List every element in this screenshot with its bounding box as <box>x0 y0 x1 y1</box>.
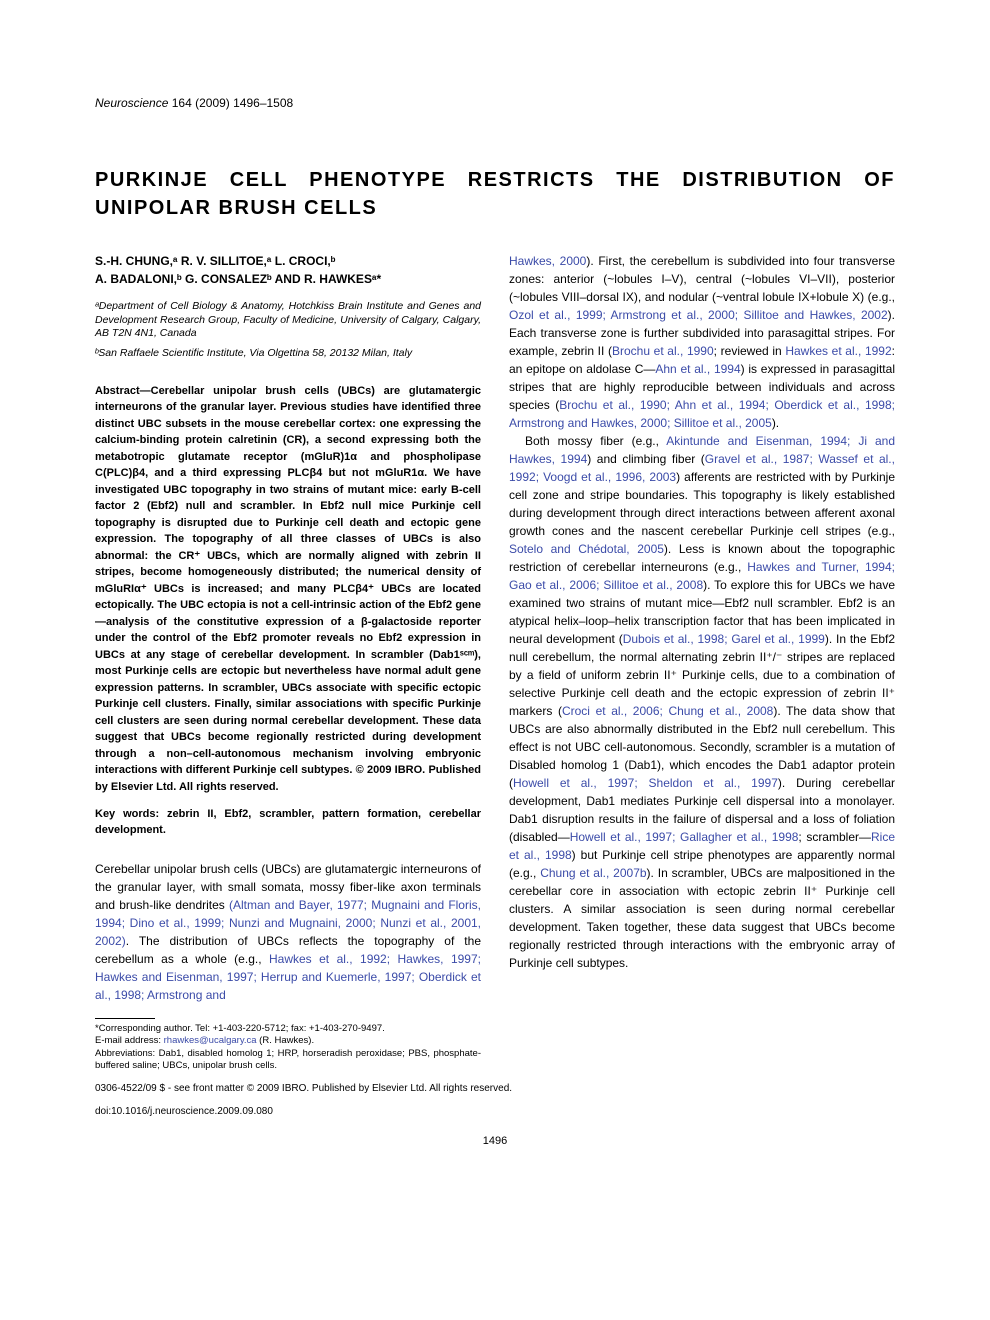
col2-paragraph-2: Both mossy fiber (e.g., Akintunde and Ei… <box>509 432 895 972</box>
abstract: Abstract—Cerebellar unipolar brush cells… <box>95 383 481 796</box>
journal-name: Neuroscience <box>95 96 168 110</box>
doi: doi:10.1016/j.neuroscience.2009.09.080 <box>95 1105 895 1118</box>
keywords: Key words: zebrin II, Ebf2, scrambler, p… <box>95 807 481 838</box>
ref-link[interactable]: Howell et al., 1997; Gallagher et al., 1… <box>570 830 799 844</box>
page-number: 1496 <box>95 1134 895 1149</box>
ref-link[interactable]: Brochu et al., 1990; Ahn et al., 1994; O… <box>509 398 895 430</box>
ref-link[interactable]: Sotelo and Chédotal, 2005 <box>509 542 664 556</box>
email-link[interactable]: rhawkes@ucalgary.ca <box>164 1035 257 1046</box>
col2-text: ). In scrambler, UBCs are malpositioned … <box>509 866 895 970</box>
authors-line-2: A. BADALONI,ᵇ G. CONSALEZᵇ AND R. HAWKES… <box>95 270 481 288</box>
footnote-email-line: E-mail address: rhawkes@ucalgary.ca (R. … <box>95 1035 481 1047</box>
ref-link[interactable]: Hawkes et al., 1992 <box>785 344 891 358</box>
ref-link[interactable]: Chung et al., 2007b <box>540 866 646 880</box>
ref-link[interactable]: Croci et al., 2006; Chung et al., 2008 <box>562 704 773 718</box>
copyright: 0306-4522/09 $ - see front matter © 2009… <box>95 1082 895 1095</box>
journal-pages: 1496–1508 <box>233 96 293 110</box>
journal-year: (2009) <box>195 96 230 110</box>
col2-paragraph-1: Hawkes, 2000). First, the cerebellum is … <box>509 252 895 432</box>
footnote-email-suffix: (R. Hawkes). <box>257 1035 315 1046</box>
footnote-rule <box>95 1018 155 1019</box>
left-column: S.-H. CHUNG,ᵃ R. V. SILLITOE,ᵃ L. CROCI,… <box>95 252 481 1072</box>
ref-link[interactable]: Howell et al., 1997; Sheldon et al., 199… <box>513 776 778 790</box>
ref-link[interactable]: Brochu et al., 1990 <box>612 344 714 358</box>
affiliation-a: ᵃDepartment of Cell Biology & Anatomy, H… <box>95 300 481 341</box>
journal-volume: 164 <box>172 96 192 110</box>
ref-link[interactable]: Hawkes, 2000 <box>509 254 586 268</box>
col2-text: ) and climbing fiber ( <box>587 452 705 466</box>
authors: S.-H. CHUNG,ᵃ R. V. SILLITOE,ᵃ L. CROCI,… <box>95 252 481 288</box>
footnote-corresponding: *Corresponding author. Tel: +1-403-220-5… <box>95 1023 481 1035</box>
ref-link[interactable]: Ozol et al., 1999; Armstrong et al., 200… <box>509 308 888 322</box>
affiliation-b: ᵇSan Raffaele Scientific Institute, Via … <box>95 347 481 361</box>
authors-line-1: S.-H. CHUNG,ᵃ R. V. SILLITOE,ᵃ L. CROCI,… <box>95 252 481 270</box>
footnote-email-label: E-mail address: <box>95 1035 164 1046</box>
footnote-abbreviations: Abbreviations: Dab1, disabled homolog 1;… <box>95 1048 481 1073</box>
col2-text: ; reviewed in <box>714 344 786 358</box>
article-title: PURKINJE CELL PHENOTYPE RESTRICTS THE DI… <box>95 166 895 222</box>
ref-link[interactable]: Ahn et al., 1994 <box>655 362 740 376</box>
journal-header: Neuroscience 164 (2009) 1496–1508 <box>95 95 895 111</box>
two-column-layout: S.-H. CHUNG,ᵃ R. V. SILLITOE,ᵃ L. CROCI,… <box>95 252 895 1072</box>
intro-paragraph: Cerebellar unipolar brush cells (UBCs) a… <box>95 860 481 1004</box>
col2-text: Both mossy fiber (e.g., <box>525 434 666 448</box>
col2-text: ; scrambler— <box>798 830 871 844</box>
col2-text: ). <box>772 416 779 430</box>
right-column: Hawkes, 2000). First, the cerebellum is … <box>509 252 895 1072</box>
ref-link[interactable]: Dubois et al., 1998; Garel et al., 1999 <box>623 632 825 646</box>
